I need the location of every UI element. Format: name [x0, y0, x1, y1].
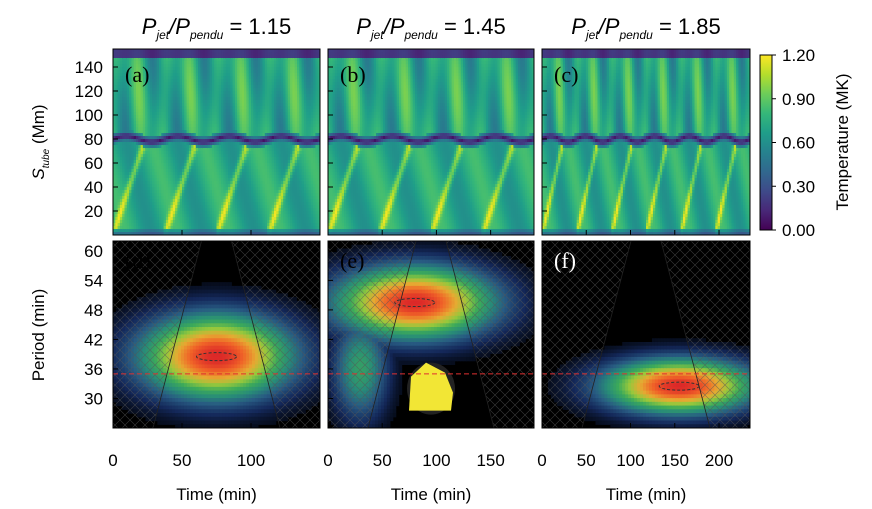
x-tick-label-c: 0	[537, 451, 546, 470]
y-tick-label-bottom: 60	[84, 242, 103, 261]
x-tick-label-a: 100	[237, 451, 265, 470]
panel-frame-a	[112, 48, 321, 236]
y-tick-label-top: 120	[75, 82, 103, 101]
y-tick-label-bottom: 54	[84, 271, 103, 290]
panel-label-b: (b)	[340, 62, 366, 87]
y-tick-label-top: 40	[84, 178, 103, 197]
panel-frame-d	[112, 240, 321, 429]
panel-title-c: Pjet/Ppendu = 1.85	[571, 14, 720, 42]
x-tick-label-c: 200	[705, 451, 733, 470]
colorbar-tick-label: 0.60	[782, 134, 815, 153]
y-tick-label-bottom: 36	[84, 360, 103, 379]
colorbar-tick-label: 0.30	[782, 177, 815, 196]
cone-of-influence-left-d	[113, 241, 202, 428]
y-tick-label-top: 80	[84, 130, 103, 149]
panel-label-a: (a)	[125, 62, 149, 87]
y-axis-label-top: Stube (Mm)	[29, 104, 52, 179]
x-tick-label-b: 50	[373, 451, 392, 470]
x-tick-label-c: 50	[577, 451, 596, 470]
cone-of-influence-left-e	[328, 241, 416, 428]
y-tick-label-bottom: 42	[84, 330, 103, 349]
x-tick-label-c: 150	[661, 451, 689, 470]
colorbar-tick-label: 1.20	[782, 46, 815, 65]
x-tick-label-a: 0	[108, 451, 117, 470]
cone-of-influence-right-f	[661, 241, 750, 428]
temperature-map-b	[328, 49, 534, 235]
y-axis-label-bottom: Period (min)	[29, 289, 48, 382]
wavelet-map-e	[328, 241, 534, 428]
x-axis-label: Time (min)	[391, 485, 472, 504]
x-tick-label-b: 100	[422, 451, 450, 470]
y-tick-label-bottom: 48	[84, 301, 103, 320]
panel-label-e: (e)	[340, 248, 364, 273]
temperature-map-a	[113, 49, 320, 235]
cone-of-influence-right-d	[231, 241, 320, 428]
panel-label-f: (f)	[554, 248, 576, 273]
panel-label-c: (c)	[554, 62, 578, 87]
y-tick-label-top: 20	[84, 202, 103, 221]
cone-of-influence-right-e	[446, 241, 534, 428]
x-tick-label-c: 100	[616, 451, 644, 470]
x-axis-label: Time (min)	[606, 485, 687, 504]
panel-frame-c	[541, 48, 751, 236]
wavelet-map-f	[542, 241, 750, 428]
x-axis-label: Time (min)	[176, 485, 257, 504]
colorbar-tick-label: 0.00	[782, 221, 815, 240]
wavelet-secondary-feature	[409, 362, 453, 411]
x-tick-label-b: 150	[476, 451, 504, 470]
y-tick-label-bottom: 30	[84, 389, 103, 408]
colorbar-tick-label: 0.90	[782, 90, 815, 109]
panel-label-d: (d)	[125, 248, 151, 273]
cone-of-influence-left-f	[542, 241, 631, 428]
x-tick-label-b: 0	[323, 451, 332, 470]
significance-contour-d	[196, 352, 237, 362]
panel-frame-e	[327, 240, 535, 429]
colorbar-label: Temperature (MK)	[833, 74, 852, 211]
x-tick-label-a: 50	[173, 451, 192, 470]
colorbar	[759, 54, 773, 231]
y-tick-label-top: 100	[75, 106, 103, 125]
temperature-map-c	[542, 49, 750, 235]
panel-frame-b	[327, 48, 535, 236]
panel-title-b: Pjet/Ppendu = 1.45	[356, 14, 505, 42]
panel-title-a: Pjet/Ppendu = 1.15	[142, 14, 291, 42]
panel-frame-f	[541, 240, 751, 429]
y-tick-label-top: 140	[75, 58, 103, 77]
y-tick-label-top: 60	[84, 154, 103, 173]
